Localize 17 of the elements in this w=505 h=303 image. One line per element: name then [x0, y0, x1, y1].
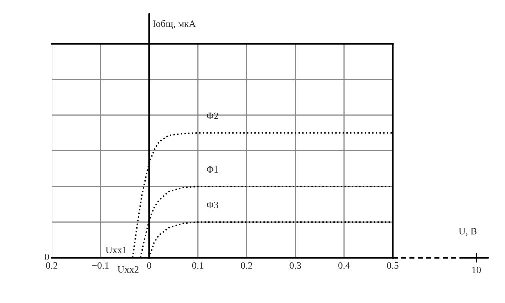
text: 10 — [472, 266, 482, 274]
text: U, B — [459, 228, 477, 236]
series-label: Φ2 — [207, 112, 218, 120]
x-tick-label: 0.1 — [192, 262, 204, 270]
series-label: Φ3 — [207, 202, 218, 209]
x-tick-label: 0.2 — [241, 262, 252, 270]
text: Iобщ, мкА — [153, 20, 196, 30]
x-tick-label: 0.5 — [387, 262, 399, 270]
x-tick-label: 0.3 — [290, 262, 302, 270]
x-tick-label: 0.2 — [46, 262, 58, 270]
x-tick-label: 0.4 — [338, 262, 350, 270]
x-tick-label: −0.1 — [92, 262, 109, 270]
text: 0 — [45, 254, 50, 260]
x-tick-label: 0 — [147, 262, 152, 270]
annotation: Uxx2 — [118, 266, 139, 273]
series-label: Φ1 — [207, 166, 218, 173]
annotation: Uxx1 — [106, 246, 127, 254]
